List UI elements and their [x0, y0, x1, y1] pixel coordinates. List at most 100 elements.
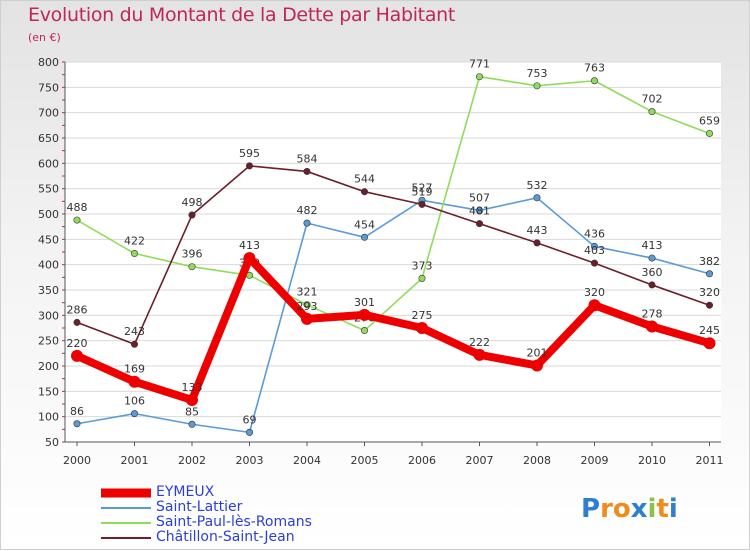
data-point-saint-paul-l-s-romans-2009	[590, 77, 598, 85]
data-point-eymeux-2010	[646, 320, 658, 333]
data-label-ch-tillon-saint-jean-2002: 498	[182, 196, 203, 209]
data-point-saint-lattier-2003	[246, 428, 254, 436]
data-label-saint-paul-l-s-romans-2007: 771	[469, 58, 490, 71]
logo-wordmark: Proxiti	[581, 494, 678, 524]
data-point-eymeux-2003	[243, 252, 256, 265]
data-point-saint-lattier-2001	[131, 410, 139, 418]
data-point-saint-lattier-2008	[533, 194, 541, 202]
data-point-ch-tillon-saint-jean-2008	[533, 239, 541, 247]
data-label-ch-tillon-saint-jean-2004: 584	[297, 152, 318, 165]
data-point-saint-paul-l-s-romans-2000	[73, 216, 81, 224]
data-label-saint-lattier-2008: 532	[527, 179, 548, 192]
legend-item-eymeux: EYMEUX	[101, 485, 421, 500]
data-point-eymeux-2002	[186, 393, 198, 406]
data-label-saint-lattier-2007: 507	[469, 191, 490, 204]
data-label-eymeux-2009: 320	[584, 286, 605, 299]
y-tick-label-800: 800	[38, 56, 59, 69]
data-label-saint-paul-l-s-romans-2006: 373	[412, 259, 433, 272]
data-label-eymeux-2004: 293	[297, 300, 318, 313]
legend-swatch-eymeux	[101, 488, 151, 497]
data-label-saint-paul-l-s-romans-2010: 702	[642, 93, 663, 106]
x-tick-label-2000: 2000	[63, 454, 91, 467]
data-label-ch-tillon-saint-jean-2011: 320	[699, 286, 720, 299]
data-label-ch-tillon-saint-jean-2000: 286	[67, 303, 88, 316]
y-tick-label-400: 400	[38, 259, 59, 272]
legend-label-chatillon: Châtillon-Saint-Jean	[156, 529, 295, 545]
logo-letter: x	[631, 494, 648, 524]
data-label-eymeux-2001: 169	[124, 363, 145, 376]
data-point-eymeux-2005	[358, 308, 371, 321]
series-line-saint-paul-l-s-romans	[76, 75, 711, 332]
data-point-saint-paul-l-s-romans-2004	[303, 301, 311, 309]
data-label-ch-tillon-saint-jean-2007: 481	[469, 205, 490, 218]
chart-subtitle: (en €)	[28, 31, 61, 44]
legend-swatch-chatillon	[101, 536, 151, 539]
data-point-eymeux-2007	[473, 348, 486, 361]
y-tick-label-250: 250	[38, 335, 59, 348]
chart-title: Evolution du Montant de la Dette par Hab…	[28, 4, 456, 26]
series-line-eymeux	[73, 254, 714, 404]
y-tick-label-550: 550	[38, 183, 59, 196]
data-label-eymeux-2000: 220	[67, 337, 88, 350]
data-label-saint-lattier-2011: 382	[699, 255, 720, 268]
data-label-ch-tillon-saint-jean-2008: 443	[527, 224, 548, 237]
data-point-eymeux-2011	[703, 337, 716, 350]
data-label-saint-lattier-2001: 106	[124, 395, 145, 408]
proxiti-logo: Proxiti	[581, 494, 678, 524]
x-tick-label-2008: 2008	[523, 454, 551, 467]
data-point-eymeux-2008	[531, 359, 543, 372]
data-point-saint-lattier-2009	[590, 242, 598, 250]
data-label-saint-lattier-2010: 413	[642, 239, 663, 252]
data-point-ch-tillon-saint-jean-2002	[188, 211, 196, 219]
data-point-saint-paul-l-s-romans-2006	[418, 274, 426, 282]
x-tick-label-2009: 2009	[581, 454, 609, 467]
data-label-ch-tillon-saint-jean-2010: 360	[642, 266, 663, 279]
x-tick-label-2011: 2011	[696, 454, 724, 467]
data-label-saint-lattier-2004: 482	[297, 204, 318, 217]
data-label-eymeux-2010: 278	[642, 307, 663, 320]
data-label-ch-tillon-saint-jean-2005: 544	[354, 173, 375, 186]
data-label-saint-paul-l-s-romans-2008: 753	[527, 67, 548, 80]
data-label-ch-tillon-saint-jean-2009: 403	[584, 244, 605, 257]
data-point-ch-tillon-saint-jean-2000	[73, 318, 81, 326]
x-tick-label-2010: 2010	[638, 454, 666, 467]
data-label-ch-tillon-saint-jean-2003: 595	[239, 147, 260, 160]
data-point-saint-lattier-2007	[475, 206, 483, 214]
legend-swatch-saint-paul	[101, 521, 151, 524]
data-point-eymeux-2004	[301, 312, 313, 325]
series-line-ch-tillon-saint-jean	[76, 165, 711, 346]
data-label-eymeux-2005: 301	[354, 296, 375, 309]
data-label-saint-paul-l-s-romans-2000: 488	[67, 201, 88, 214]
data-point-saint-lattier-2000	[73, 420, 81, 428]
data-point-saint-paul-l-s-romans-2005	[360, 327, 368, 335]
y-tick-label-200: 200	[38, 360, 59, 373]
series-line-saint-lattier	[76, 196, 711, 434]
data-label-saint-lattier-2000: 86	[70, 405, 84, 418]
data-point-eymeux-2000	[71, 349, 83, 362]
data-label-saint-lattier-2003: 69	[243, 413, 257, 426]
data-point-ch-tillon-saint-jean-2005	[360, 188, 368, 196]
y-tick-label-350: 350	[38, 284, 59, 297]
data-point-saint-lattier-2010	[648, 254, 656, 262]
y-tick-label-150: 150	[38, 385, 59, 398]
logo-letter: i	[648, 494, 657, 524]
data-point-ch-tillon-saint-jean-2009	[590, 259, 598, 267]
data-point-ch-tillon-saint-jean-2011	[705, 301, 713, 309]
data-point-ch-tillon-saint-jean-2007	[475, 220, 483, 228]
data-label-saint-lattier-2005: 454	[354, 218, 375, 231]
data-point-eymeux-2009	[588, 299, 601, 312]
logo-letter: r	[600, 494, 613, 524]
logo-letter: P	[581, 494, 600, 524]
data-label-eymeux-2007: 222	[469, 336, 490, 349]
data-label-saint-paul-l-s-romans-2011: 659	[699, 114, 720, 127]
data-label-saint-paul-l-s-romans-2004: 321	[297, 286, 318, 299]
x-tick-label-2003: 2003	[236, 454, 264, 467]
y-tick-label-700: 700	[38, 107, 59, 120]
data-point-ch-tillon-saint-jean-2004	[303, 167, 311, 175]
legend-item-chatillon: Châtillon-Saint-Jean	[101, 530, 421, 545]
data-point-saint-paul-l-s-romans-2008	[533, 82, 541, 90]
data-point-ch-tillon-saint-jean-2003	[246, 162, 254, 170]
y-tick-label-500: 500	[38, 208, 59, 221]
data-label-eymeux-2011: 245	[699, 324, 720, 337]
